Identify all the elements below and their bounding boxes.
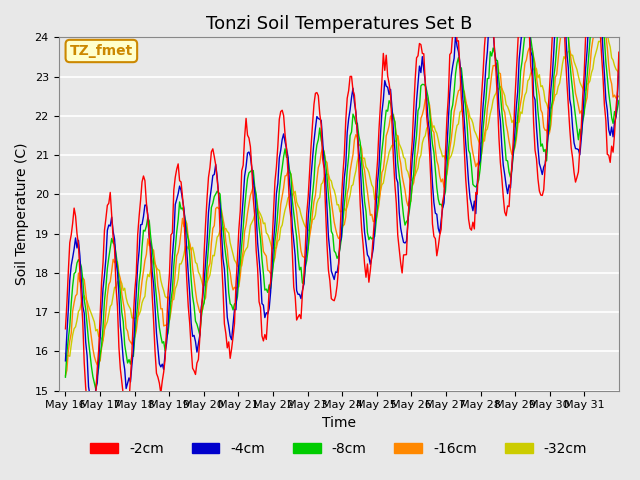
Legend: -2cm, -4cm, -8cm, -16cm, -32cm: -2cm, -4cm, -8cm, -16cm, -32cm xyxy=(84,436,593,461)
Title: Tonzi Soil Temperatures Set B: Tonzi Soil Temperatures Set B xyxy=(205,15,472,33)
Y-axis label: Soil Temperature (C): Soil Temperature (C) xyxy=(15,143,29,285)
X-axis label: Time: Time xyxy=(322,416,356,430)
Text: TZ_fmet: TZ_fmet xyxy=(70,44,133,58)
